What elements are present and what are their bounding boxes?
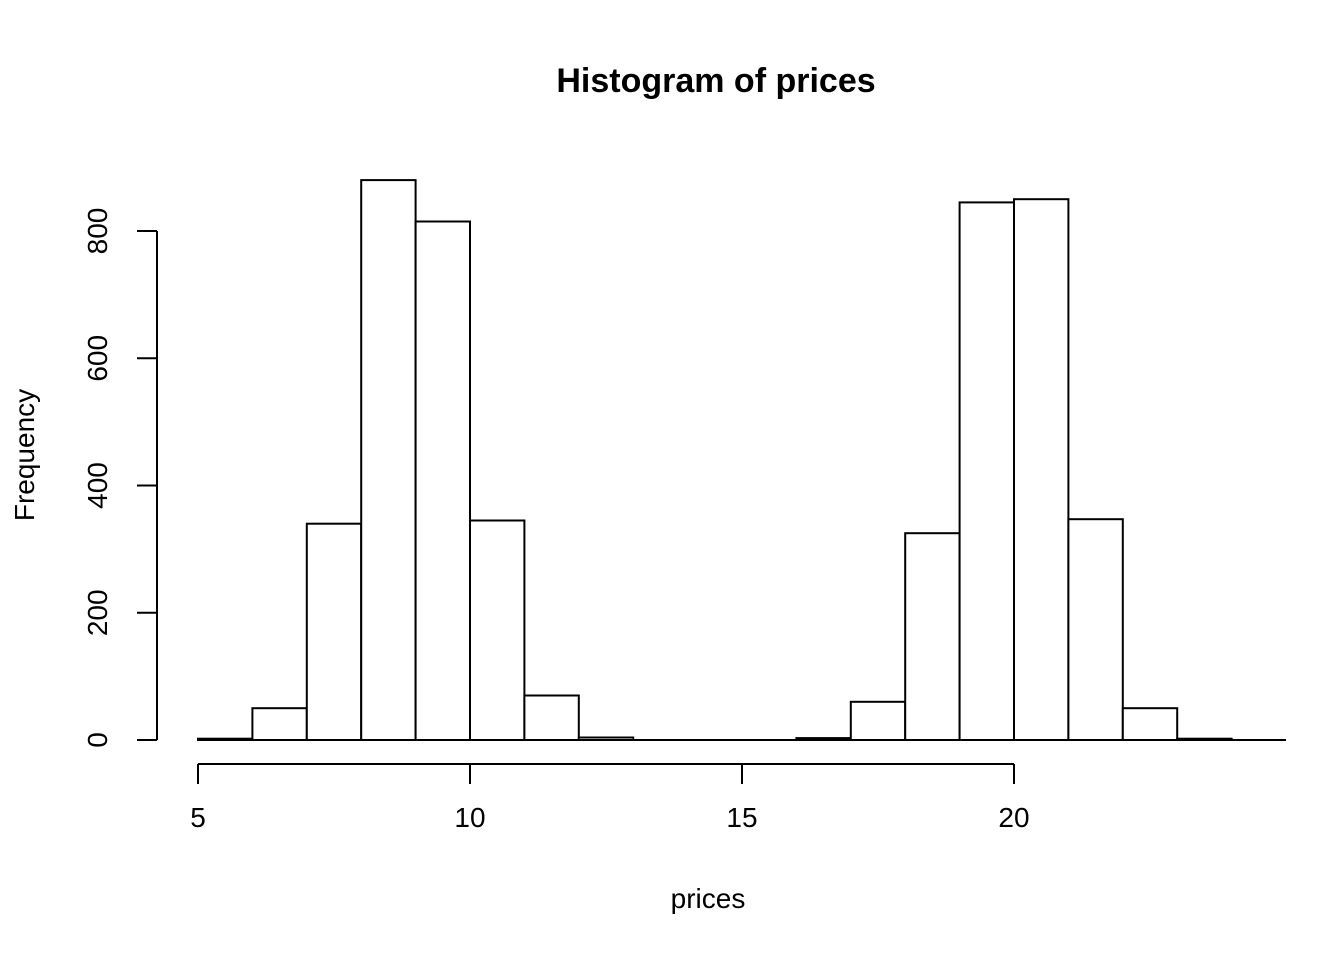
chart-title: Histogram of prices	[556, 62, 875, 100]
bars-group	[197, 179, 1286, 742]
y-tick-label: 600	[82, 335, 113, 382]
y-tick-label: 200	[82, 589, 113, 636]
histogram-bar	[1121, 707, 1179, 742]
histogram-bar	[523, 694, 580, 741]
y-tick-label: 400	[82, 462, 113, 509]
histogram-bar	[904, 532, 961, 742]
histogram-bar	[414, 220, 472, 741]
y-tick-label: 800	[82, 208, 113, 255]
axes-group: 0 200 400 600 800 5 10 15 20	[82, 208, 1030, 833]
histogram-bar	[251, 707, 308, 742]
y-tick-label: 0	[82, 732, 113, 748]
y-axis-label: Frequency	[9, 389, 40, 521]
x-tick-label: 10	[454, 802, 485, 833]
histogram-bar	[849, 700, 907, 741]
x-tick-label: 15	[726, 802, 757, 833]
x-tick-label: 20	[998, 802, 1029, 833]
histogram-bar	[1067, 518, 1124, 742]
x-tick-label: 5	[190, 802, 206, 833]
histogram-bar	[305, 522, 363, 742]
histogram-bar	[1013, 198, 1070, 741]
histogram-bar	[360, 179, 417, 742]
x-axis-label: prices	[671, 883, 746, 914]
histogram-bar	[958, 201, 1015, 741]
histogram-bar	[469, 519, 526, 741]
